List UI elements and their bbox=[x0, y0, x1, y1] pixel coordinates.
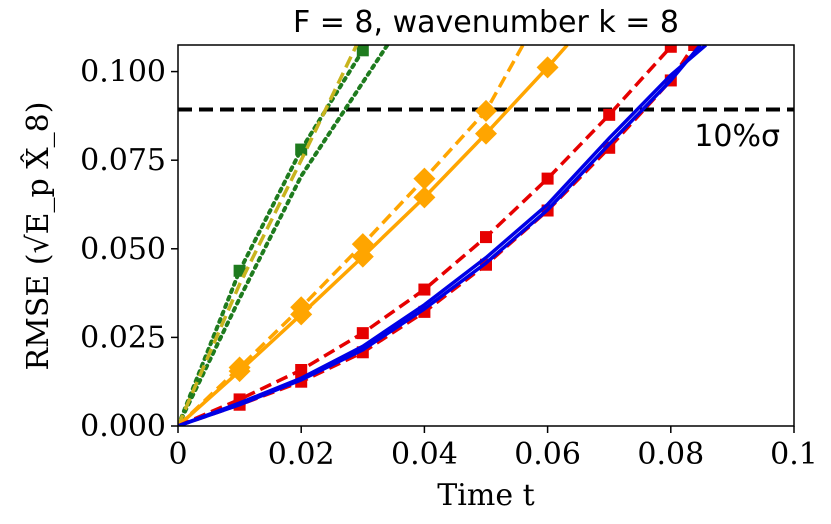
point-green-dotted-markers-2 bbox=[295, 143, 308, 156]
series-red-dashed-markers bbox=[178, 45, 677, 426]
series-orange-solid-diamond bbox=[178, 45, 569, 426]
point-orange-solid-diamond-5 bbox=[475, 122, 497, 145]
point-red-dashed-markers-7 bbox=[603, 108, 616, 121]
y-tick-label: 0.050 bbox=[80, 232, 166, 267]
series-line-red-dashed-markers bbox=[178, 45, 673, 426]
series-line-green-dotted bbox=[178, 45, 390, 426]
point-orange-solid-diamond-4 bbox=[413, 186, 436, 209]
point-orange-solid-diamond-6 bbox=[536, 56, 559, 79]
y-tick-label: 0.075 bbox=[80, 143, 166, 178]
point-orange-solid-diamond-3 bbox=[351, 245, 374, 268]
plot-area bbox=[178, 45, 794, 426]
point-red-dashed-markers-6 bbox=[541, 172, 554, 185]
y-ticks: 0.000 0.025 0.050 0.075 0.100 bbox=[80, 55, 178, 444]
threshold-label: 10%σ bbox=[694, 119, 780, 154]
point-red-dashed-markers-2 bbox=[295, 364, 308, 377]
series-line-olive-dashed bbox=[178, 45, 359, 426]
y-axis-label: RMSE (√E_p X̂_8) bbox=[21, 102, 56, 371]
x-tick-label: 0.06 bbox=[514, 437, 581, 472]
y-tick-label: 0.100 bbox=[80, 55, 166, 90]
y-tick-label: 0.000 bbox=[80, 409, 166, 444]
point-red-dashed-markers-3 bbox=[356, 327, 369, 340]
series-line-red-dashed-markers-2 bbox=[178, 45, 696, 426]
x-axis-label: Time t bbox=[437, 478, 534, 513]
x-tick-label: 0 bbox=[168, 437, 187, 472]
x-ticks: 0 0.02 0.04 0.06 0.08 0.1 bbox=[168, 426, 818, 472]
point-green-dotted-markers-1 bbox=[233, 264, 246, 277]
x-tick-label: 0.02 bbox=[268, 437, 335, 472]
x-tick-label: 0.04 bbox=[391, 437, 458, 472]
point-orange-dashed-diamond-4 bbox=[413, 167, 436, 190]
x-tick-label: 0.1 bbox=[770, 437, 818, 472]
x-tick-label: 0.08 bbox=[637, 437, 704, 472]
point-red-dashed-markers-4 bbox=[418, 283, 431, 296]
series-blue-solid-2 bbox=[178, 45, 702, 426]
point-red-dashed-markers-2-9 bbox=[688, 45, 701, 51]
axes-frame bbox=[177, 44, 795, 427]
series-olive-dashed bbox=[178, 45, 359, 426]
series-line-blue-solid-2 bbox=[178, 45, 702, 426]
point-green-dotted-markers-3 bbox=[356, 45, 369, 57]
y-tick-label: 0.025 bbox=[80, 320, 166, 355]
series-red-dashed-markers-2 bbox=[178, 45, 701, 426]
chart-title: F = 8, wavenumber k = 8 bbox=[293, 5, 679, 40]
series-line-orange-solid-diamond bbox=[178, 45, 569, 426]
series-green-dotted bbox=[178, 45, 390, 426]
point-orange-solid-diamond-2 bbox=[290, 303, 313, 326]
point-orange-solid-diamond-1 bbox=[228, 360, 251, 383]
point-red-dashed-markers-8 bbox=[664, 45, 677, 53]
point-orange-dashed-diamond-5 bbox=[475, 99, 497, 122]
point-red-dashed-markers-5 bbox=[480, 231, 492, 244]
point-red-dashed-markers-2-7 bbox=[603, 141, 616, 154]
